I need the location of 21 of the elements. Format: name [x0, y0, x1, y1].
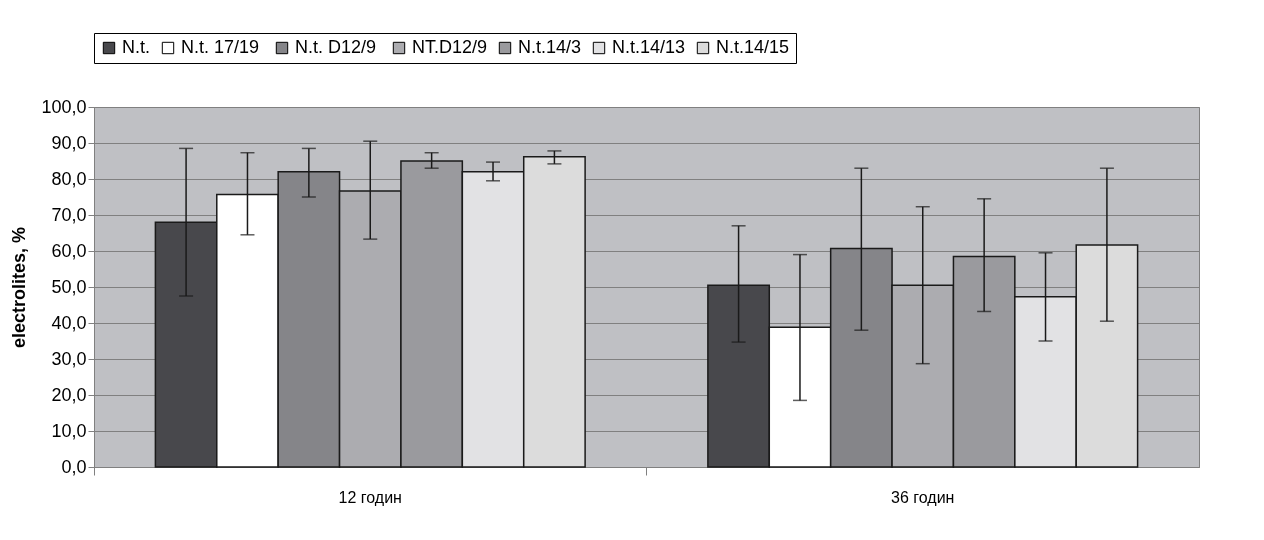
y-tick-label: 80,0 — [51, 168, 87, 189]
legend-label: N.t. D12/9 — [295, 37, 377, 57]
legend-label: N.t. 17/19 — [181, 37, 260, 57]
y-tick-label: 100,0 — [41, 96, 87, 117]
legend-label: N.t.14/15 — [716, 37, 790, 57]
legend-label: NT.D12/9 — [412, 37, 488, 57]
legend-label: N.t.14/13 — [612, 37, 686, 57]
x-tick-label: 12 годин — [338, 488, 402, 506]
y-axis-title: electrolites, % — [9, 226, 30, 349]
y-tick-label: 40,0 — [51, 312, 87, 333]
y-tick-label: 0,0 — [61, 456, 87, 477]
legend-label: N.t.14/3 — [518, 37, 582, 57]
legend-label: N.t. — [122, 37, 151, 57]
y-tick-label: 60,0 — [51, 240, 87, 261]
x-tick-label: 36 годин — [891, 488, 955, 506]
y-tick-label: 20,0 — [51, 384, 87, 405]
y-tick-label: 70,0 — [51, 204, 87, 225]
y-tick-label: 30,0 — [51, 348, 87, 369]
y-tick-label: 50,0 — [51, 276, 87, 297]
y-tick-label: 90,0 — [51, 132, 87, 153]
y-tick-label: 10,0 — [51, 420, 87, 441]
